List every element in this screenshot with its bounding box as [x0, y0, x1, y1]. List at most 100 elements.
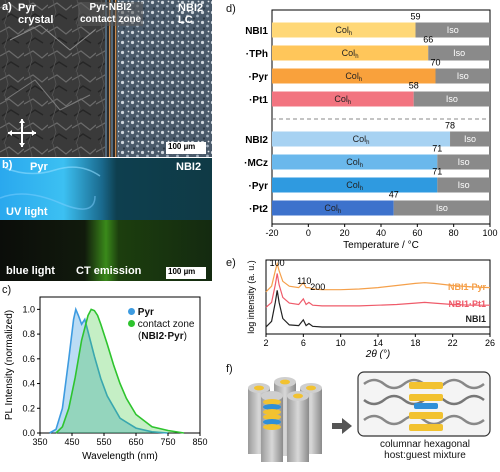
category-label-d: NBI2	[245, 135, 268, 146]
bar-value-label: 70	[430, 58, 440, 68]
bar-phase-col-label: Colh	[346, 180, 363, 192]
peak-label-e: 100	[270, 258, 285, 268]
bar-colh-5	[272, 154, 438, 170]
y-tick-label-c: 1.0	[22, 304, 35, 314]
contact-zone-title: Pyr·NBI2 contact zone	[78, 2, 144, 26]
legend-item-pyr: Pyr	[128, 307, 195, 319]
nbi2-lc-title: NBI2 LC	[178, 2, 203, 26]
bar-colh-2	[272, 68, 436, 84]
bar-colh-7	[272, 200, 394, 216]
series-label-e: NBI1	[465, 314, 486, 324]
x-tick-label-c: 550	[96, 437, 111, 447]
x-tick-label-d: -20	[265, 228, 278, 238]
bar-phase-col-subscript: h	[366, 140, 369, 146]
x-tick-label-c: 750	[160, 437, 175, 447]
bar-phase-iso-label: Iso	[446, 94, 458, 104]
legend-contact-formula: NBI2·Pyr	[141, 331, 184, 342]
panel-e: e) NBI1·Pyr NBI1·Pt1 NBI1 100 110 200 2 6 10 14 18…	[226, 254, 500, 360]
y-tick-label-c: 0.0	[22, 428, 35, 438]
plot-frame-e	[265, 259, 491, 335]
bar-phase-col-subscript: h	[355, 54, 358, 60]
blue-light-label: blue light	[6, 265, 55, 277]
category-label-d: ·TPh	[246, 49, 268, 60]
legend-item-contact-line2: (NBI2·Pyr)	[128, 331, 195, 343]
micrograph-b	[0, 158, 212, 281]
category-label-d: ·Pt2	[249, 204, 268, 215]
arrow-right-icon	[332, 418, 352, 434]
series-area-c-0	[49, 309, 168, 433]
y-tick-label-c: 0.8	[22, 329, 35, 339]
bar-phase-iso-label: Iso	[458, 180, 470, 190]
x-tick-label-e: 22	[448, 338, 458, 348]
y-axis-label-e: log intensity (a. u.)	[246, 260, 256, 334]
bar-phase-iso-label: Iso	[453, 48, 465, 58]
bar-phase-col-label: Colh	[342, 48, 359, 60]
nbi2-lc-line2: LC	[178, 14, 193, 26]
x-tick-label-c: 850	[192, 437, 207, 447]
bar-phase-iso-label: Iso	[457, 71, 469, 81]
panel-b-micrograph: b) Pyr NBI2 UV light blue light CT emiss…	[0, 158, 212, 281]
bar-iso-0	[415, 22, 490, 38]
ct-emission-label: CT emission	[76, 265, 142, 277]
x-tick-label-d: 80	[449, 228, 459, 238]
bar-iso-5	[437, 154, 490, 170]
x-tick-label-e: 18	[410, 338, 420, 348]
bar-phase-col-subscript: h	[348, 100, 351, 106]
series-line-e-1	[265, 273, 490, 308]
y-axis-label-c: PL Intensity (normalized)	[4, 310, 15, 420]
plot-frame-c	[39, 296, 201, 434]
bar-phase-col-label: Colh	[353, 134, 370, 146]
bar-phase-iso-label: Iso	[447, 25, 459, 35]
peak-label-e: 110	[297, 276, 311, 286]
bar-iso-7	[393, 200, 490, 216]
x-tick-label-c: 450	[64, 437, 79, 447]
bar-value-label: 78	[445, 121, 455, 131]
panel-f-label: f)	[226, 363, 233, 375]
bar-phase-col-subscript: h	[338, 209, 341, 215]
series-line-e-0	[265, 261, 491, 293]
legend-paren-open: (	[138, 331, 142, 342]
bar-phase-col-label: Colh	[334, 94, 351, 106]
panel-a-micrograph: a) Pyr crystal Pyr·NBI2 contact zone NBI…	[0, 0, 212, 157]
bar-phase-col-subscript: h	[360, 186, 363, 192]
micrograph-a	[0, 0, 212, 157]
category-label-d: NBI1	[245, 26, 268, 37]
series-line-e-2	[265, 290, 490, 328]
contact-zone-line1: Pyr·NBI2	[89, 2, 132, 13]
x-tick-label-e: 10	[336, 338, 346, 348]
phase-diagram-chart: Colh Iso 59 NBI1 Colh Iso 66 ·TPh Colh Iso 70 ·Pyr C…	[244, 9, 498, 251]
panel-b-label: b)	[2, 159, 13, 171]
y-tick-label-c: 0.6	[22, 354, 35, 364]
scalebar-a: 100 µm	[168, 142, 196, 151]
bar-iso-4	[450, 131, 490, 147]
contact-zone-line2: contact zone	[80, 14, 142, 25]
columnar-schematic	[248, 371, 491, 462]
bar-colh-6	[272, 177, 438, 193]
legend-swatch-pyr	[128, 308, 135, 315]
x-tick-label-e: 2	[263, 338, 268, 348]
y-tick-label-c: 0.4	[22, 379, 35, 389]
x-tick-label-c: 650	[128, 437, 143, 447]
category-label-d: ·Pyr	[249, 72, 269, 83]
nbi2-lc-line1: NBI2	[178, 2, 204, 14]
category-label-d: ·Pt1	[249, 95, 268, 106]
series-label-e: NBI1·Pt1	[448, 299, 486, 309]
legend-item-contact: contact zone	[128, 319, 195, 331]
bar-iso-3	[413, 91, 490, 107]
legend-label-contact: contact zone	[137, 319, 195, 330]
pyr-crystal-line2: crystal	[18, 14, 54, 26]
legend-c: Pyr contact zone (NBI2·Pyr)	[128, 307, 195, 343]
x-tick-label-e: 6	[301, 338, 306, 348]
x-tick-label-d: 40	[376, 228, 386, 238]
bar-phase-col-label: Colh	[345, 71, 362, 83]
bar-value-label: 59	[411, 12, 421, 22]
bar-phase-col-subscript: h	[359, 77, 362, 83]
bar-phase-iso-label: Iso	[464, 134, 476, 144]
x-tick-label-d: 20	[340, 228, 350, 238]
bar-iso-2	[435, 68, 490, 84]
caption-line2: host:guest mixture	[384, 450, 466, 461]
x-tick-label-d: 100	[482, 228, 497, 238]
x-tick-label-d: 60	[412, 228, 422, 238]
x-axis-label-e: 2θ (°)	[365, 349, 390, 360]
bar-colh-3	[272, 91, 414, 107]
